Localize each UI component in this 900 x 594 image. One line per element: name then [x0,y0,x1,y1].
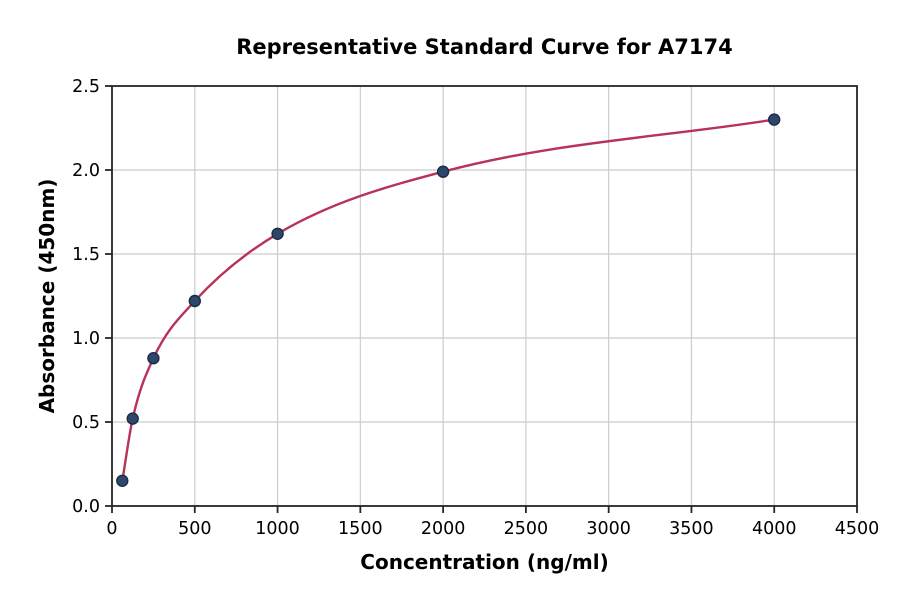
x-tick-label: 0 [106,519,117,539]
data-point [188,294,202,308]
x-tick-label: 2500 [504,519,549,539]
x-tick-label: 4500 [835,519,880,539]
y-tick-label: 0.5 [72,413,100,433]
y-axis-label: Absorbance (450nm) [35,178,59,414]
y-tick-label: 0.0 [72,497,100,517]
data-point [116,474,129,487]
chart-title: Representative Standard Curve for A7174 [236,35,733,59]
x-tick-label: 1500 [338,519,383,539]
data-point [768,113,781,126]
x-tick-label: 4000 [752,519,797,539]
x-tick-label: 3500 [669,519,714,539]
data-point [436,165,450,178]
x-tick-label: 1000 [255,519,300,539]
x-tick-label: 500 [178,519,211,539]
data-point [271,227,284,241]
fit-curve [121,118,775,482]
y-tick-label: 1.5 [72,245,100,265]
plot-frame [111,85,858,507]
x-tick-label: 3000 [586,519,631,539]
y-tick-label: 1.0 [72,329,100,349]
data-point [147,352,160,365]
x-axis-label: Concentration (ng/ml) [360,550,609,574]
data-point [126,412,139,425]
x-tick-label: 2000 [421,519,466,539]
y-tick-label: 2.0 [72,161,100,181]
y-tick-label: 2.5 [72,77,100,97]
